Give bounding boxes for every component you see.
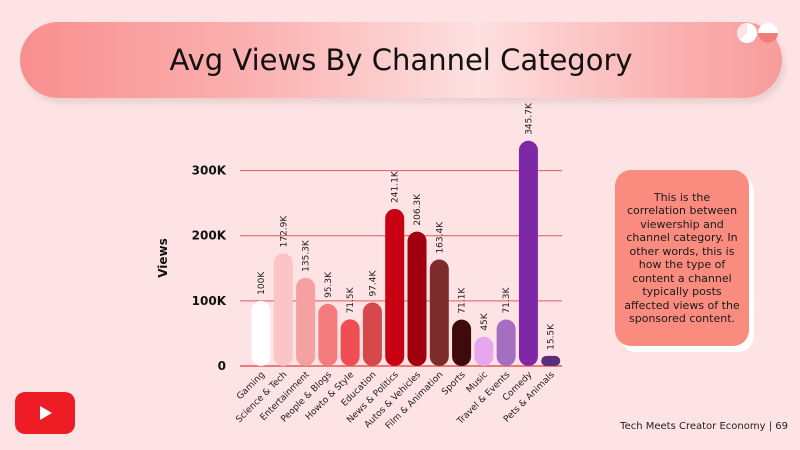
value-label: 100K — [257, 271, 267, 295]
note-card: This is the correlation between viewersh… — [615, 170, 749, 346]
footer-text: Tech Meets Creator Economy — [620, 421, 766, 432]
page-title: Avg Views By Channel Category — [169, 43, 633, 77]
y-axis-ticks: 0 100K 200K 300K — [192, 164, 227, 373]
bar — [429, 259, 449, 366]
y-tick-label: 100K — [192, 294, 227, 308]
value-label: 172.9K — [279, 215, 289, 248]
value-label: 45K — [480, 312, 490, 330]
y-tick-label: 300K — [192, 164, 227, 178]
value-label: 71.5K — [346, 286, 356, 313]
bar — [251, 300, 271, 366]
y-tick-label: 200K — [192, 229, 227, 243]
footer-separator: | — [768, 421, 776, 432]
bar — [385, 208, 405, 366]
bar — [452, 319, 472, 366]
bars — [251, 140, 561, 366]
value-label: 241.1K — [391, 170, 401, 203]
bar — [340, 319, 360, 366]
value-label: 15.5K — [547, 323, 557, 350]
bar — [496, 319, 516, 366]
value-label: 97.4K — [368, 270, 378, 297]
value-label: 71.1K — [458, 287, 468, 314]
value-label: 206.3K — [413, 193, 423, 226]
brand-logo-icon — [737, 23, 778, 43]
value-label: 163.4K — [435, 221, 445, 254]
x-tick-label: Sports — [440, 370, 468, 398]
bar — [318, 303, 338, 366]
y-axis-label: Views — [156, 238, 170, 278]
value-label: 95.3K — [324, 271, 334, 298]
youtube-badge — [15, 392, 75, 434]
value-labels: 100K 172.9K 135.3K 95.3K 71.5K 97.4K 241.1K 206… — [257, 102, 557, 350]
value-label: 345.7K — [524, 102, 534, 135]
bar — [296, 277, 316, 366]
page-number: 69 — [775, 421, 788, 432]
bar — [273, 253, 293, 366]
note-text: This is the correlation between viewersh… — [624, 190, 740, 326]
value-label: 135.3K — [302, 239, 312, 272]
footer: Tech Meets Creator Economy | 69 — [620, 421, 788, 432]
value-label: 71.3K — [502, 287, 512, 314]
youtube-play-icon — [40, 406, 52, 420]
y-tick-label: 0 — [218, 359, 226, 373]
bar — [407, 231, 427, 366]
bar — [541, 355, 561, 366]
bar — [474, 336, 494, 366]
bar — [362, 302, 382, 366]
bar — [518, 140, 538, 366]
title-banner: Avg Views By Channel Category — [20, 22, 782, 98]
